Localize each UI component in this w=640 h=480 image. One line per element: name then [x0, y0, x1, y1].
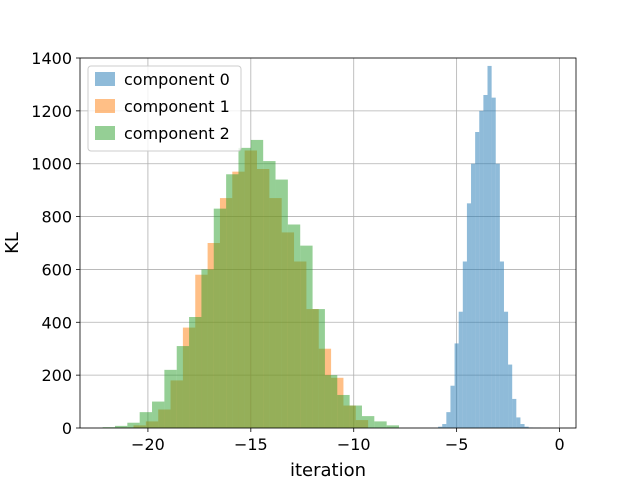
- legend-label-component-0: component 0: [124, 70, 230, 89]
- histogram-bar: [466, 203, 472, 428]
- histogram-bar: [516, 417, 521, 428]
- legend: component 0 component 1 component 2: [87, 65, 242, 152]
- y-axis-ticks: 0 200 400 600 800 1000 1200 1400: [31, 49, 80, 438]
- y-tick-label: 400: [41, 313, 72, 332]
- x-tick-label: −15: [234, 435, 268, 454]
- histogram-bar: [524, 426, 529, 428]
- histogram-bar: [324, 375, 338, 428]
- x-tick-label: −20: [131, 435, 165, 454]
- y-tick-label: 1000: [31, 155, 72, 174]
- series-2-bars: [102, 139, 400, 429]
- series-0-bars: [438, 65, 542, 429]
- histogram-bar: [250, 139, 264, 428]
- histogram-bar: [462, 261, 467, 428]
- histogram-bar: [213, 208, 227, 428]
- histogram-bar: [312, 309, 325, 428]
- histogram-bar: [127, 422, 140, 428]
- histogram-bar: [483, 95, 488, 428]
- histogram-bar: [287, 224, 301, 428]
- legend-label-component-2: component 2: [124, 124, 230, 143]
- histogram-bar: [139, 412, 153, 428]
- legend-swatch-component-0: [95, 72, 115, 86]
- histogram-bar: [374, 421, 387, 428]
- x-tick-label: −5: [445, 435, 469, 454]
- histogram-bar: [446, 412, 451, 428]
- histogram-bar: [386, 425, 400, 428]
- histogram-bar: [152, 401, 165, 428]
- legend-swatch-component-1: [95, 99, 115, 113]
- x-axis-label: iteration: [290, 460, 366, 480]
- legend-swatch-component-2: [95, 126, 115, 140]
- y-tick-label: 1200: [31, 102, 72, 121]
- y-axis-label: KL: [2, 232, 23, 254]
- histogram-bar: [450, 385, 455, 428]
- y-tick-label: 0: [62, 419, 72, 438]
- x-tick-label: −10: [337, 435, 371, 454]
- histogram-bar: [495, 163, 500, 428]
- histogram-bar: [479, 110, 484, 428]
- y-tick-label: 200: [41, 366, 72, 385]
- histogram-bar: [499, 261, 504, 428]
- histogram-bar: [164, 369, 177, 428]
- histogram-bar: [487, 65, 492, 428]
- histogram-bar: [238, 147, 251, 428]
- y-tick-label: 800: [41, 208, 72, 227]
- histogram-bar: [114, 425, 128, 428]
- x-axis-ticks: −20 −15 −10 −5 0: [131, 428, 565, 454]
- histogram-bar: [442, 424, 447, 428]
- histogram-bar: [337, 394, 350, 428]
- histogram-bar: [520, 424, 525, 428]
- histogram-bar: [189, 317, 202, 428]
- histogram-bar: [226, 174, 239, 428]
- legend-box: [87, 65, 242, 152]
- histogram-bar: [349, 405, 362, 428]
- histogram-bar: [300, 245, 313, 428]
- histogram-bar: [512, 398, 517, 428]
- histogram-bar: [201, 269, 214, 428]
- histogram-bar: [471, 163, 476, 428]
- histogram-bar: [361, 416, 375, 428]
- histogram-bar: [491, 97, 496, 429]
- histogram-bar: [503, 311, 509, 428]
- histogram-bar: [176, 346, 190, 428]
- histogram-bar: [458, 311, 463, 428]
- y-tick-label: 600: [41, 260, 72, 279]
- x-tick-label: 0: [554, 435, 564, 454]
- histogram-bar: [508, 364, 513, 428]
- legend-label-component-1: component 1: [124, 97, 230, 116]
- histogram-bar: [475, 132, 480, 428]
- histogram-bars: [102, 65, 542, 429]
- histogram-bar: [263, 161, 276, 429]
- y-tick-label: 1400: [31, 49, 72, 68]
- plot-frame: [79, 57, 577, 429]
- histogram-bar: [275, 179, 288, 428]
- histogram-bar: [454, 343, 459, 428]
- histogram-bar: [438, 426, 443, 428]
